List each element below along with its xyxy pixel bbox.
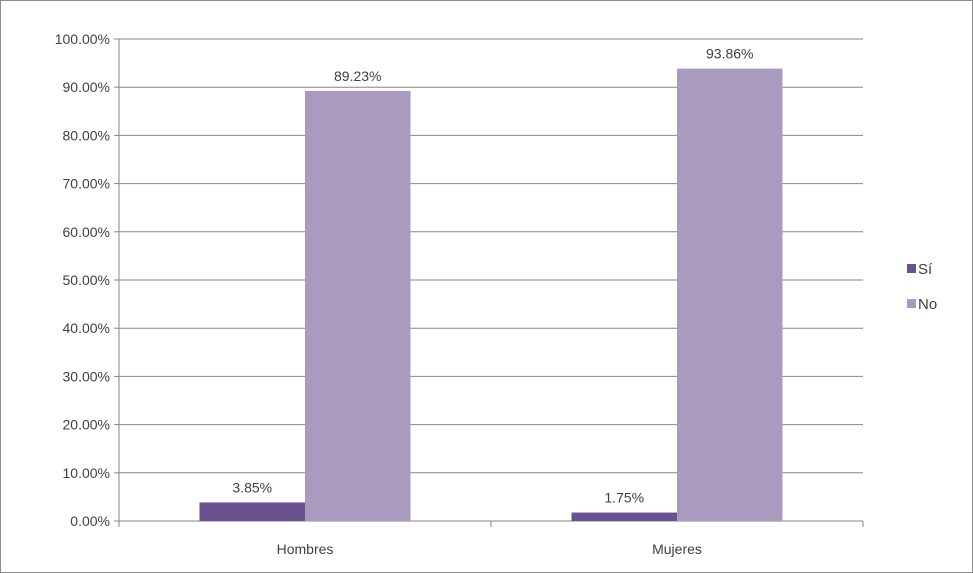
y-tick-label: 90.00% <box>63 79 110 95</box>
bar-no-hombres <box>305 90 411 521</box>
y-tick-label: 80.00% <box>63 127 110 143</box>
y-tick-label: 30.00% <box>63 368 110 384</box>
legend: Sí No <box>907 261 937 313</box>
y-tick-label: 10.00% <box>63 465 110 481</box>
category-label: Mujeres <box>652 541 702 557</box>
y-tick-label: 60.00% <box>63 224 110 240</box>
y-tick-label: 70.00% <box>63 176 110 192</box>
bar-s--hombres <box>199 502 305 521</box>
y-tick-label: 50.00% <box>63 272 110 288</box>
data-label: 1.75% <box>604 490 644 506</box>
bar-s--mujeres <box>571 512 677 521</box>
bar-no-mujeres <box>677 68 783 522</box>
y-axis-tick-labels: 0.00% 10.00% 20.00% 30.00% 40.00% 50.00% 60.00… <box>55 31 110 529</box>
data-labels: 3.85% 89.23% 1.75% 93.86% <box>232 46 753 506</box>
y-tick-label: 20.00% <box>63 417 110 433</box>
category-labels: Hombres Mujeres <box>277 541 702 557</box>
legend-label: No <box>918 296 937 313</box>
legend-swatch <box>907 299 916 308</box>
bars <box>199 68 783 522</box>
data-label: 3.85% <box>232 479 272 495</box>
legend-label: Sí <box>918 261 933 278</box>
category-label: Hombres <box>277 541 334 557</box>
y-tick-label: 40.00% <box>63 320 110 336</box>
data-label: 89.23% <box>334 68 381 84</box>
y-tick-label: 100.00% <box>55 31 110 47</box>
legend-swatch <box>907 264 916 273</box>
y-tick-label: 0.00% <box>70 513 110 529</box>
gridlines <box>119 38 863 474</box>
data-label: 93.86% <box>706 46 753 62</box>
